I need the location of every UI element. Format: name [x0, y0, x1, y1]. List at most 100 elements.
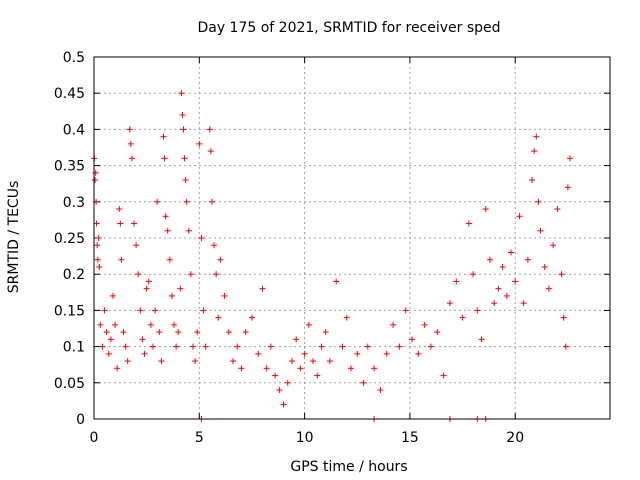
data-point [259, 285, 266, 292]
data-point [143, 285, 150, 292]
x-tick-label: 20 [506, 430, 524, 446]
data-point [152, 307, 159, 314]
data-point [178, 90, 185, 97]
plot-frame [93, 56, 611, 420]
data-point [288, 358, 295, 365]
data-point [128, 155, 135, 162]
data-point [187, 271, 194, 278]
axis-ticks: 0 0.05 0.1 0.15 0.2 0.25 0.3 0.35 0.4 0.45 0.5 0 5 10… [54, 50, 610, 446]
data-point [541, 263, 548, 270]
data-point [156, 329, 163, 336]
data-point [371, 365, 378, 372]
data-point [196, 140, 203, 147]
data-point [183, 198, 190, 205]
data-point [97, 321, 104, 328]
data-point [564, 184, 571, 191]
data-point [314, 372, 321, 379]
data-point [242, 329, 249, 336]
y-tick-label: 0.2 [63, 267, 85, 283]
data-point [225, 329, 232, 336]
data-point [276, 387, 283, 394]
y-tick-label: 0.1 [63, 340, 85, 356]
data-point [560, 314, 567, 321]
data-point [139, 336, 146, 343]
x-tick-label: 0 [90, 430, 99, 446]
data-point [158, 358, 165, 365]
data-point [322, 329, 329, 336]
data-point [109, 292, 116, 299]
data-point [326, 358, 333, 365]
data-point [427, 343, 434, 350]
data-point [347, 365, 354, 372]
data-point [434, 329, 441, 336]
y-tick-label: 0.25 [54, 231, 85, 247]
y-axis-label: SRMTID / TECUs [6, 181, 22, 294]
data-points [91, 90, 573, 422]
data-point [267, 343, 274, 350]
data-point [409, 336, 416, 343]
data-point [117, 220, 124, 227]
data-point [305, 321, 312, 328]
data-point [135, 271, 142, 278]
x-tick-label: 5 [195, 430, 204, 446]
data-point [524, 256, 531, 263]
y-tick-label: 0.45 [54, 86, 85, 102]
data-point [453, 278, 460, 285]
data-point [93, 220, 100, 227]
data-point [189, 343, 196, 350]
data-point [168, 292, 175, 299]
data-point [415, 350, 422, 357]
data-point [107, 336, 114, 343]
data-point [230, 358, 237, 365]
data-point [161, 155, 168, 162]
data-point [182, 177, 189, 184]
data-point [390, 321, 397, 328]
data-point [554, 206, 561, 213]
data-point [149, 343, 156, 350]
data-point [160, 133, 167, 140]
data-point [383, 350, 390, 357]
data-point [177, 285, 184, 292]
data-point [124, 358, 131, 365]
data-point [198, 235, 205, 241]
data-point [377, 387, 384, 394]
chart-title: Day 175 of 2021, SRMTID for receiver spe… [197, 20, 500, 36]
data-point [202, 343, 209, 350]
data-point [126, 126, 133, 133]
grid [94, 57, 610, 419]
data-point [221, 292, 228, 299]
data-point [122, 343, 129, 350]
data-point [103, 329, 110, 336]
data-point [486, 256, 493, 263]
data-point [133, 242, 140, 249]
data-point [440, 372, 447, 379]
y-tick-label: 0.4 [63, 122, 85, 138]
data-point [465, 220, 472, 227]
data-point [272, 372, 279, 379]
data-point [297, 365, 304, 372]
data-point [162, 213, 169, 220]
data-point [141, 350, 148, 357]
data-point [206, 126, 213, 133]
data-point [284, 379, 291, 386]
x-tick-label: 15 [401, 430, 419, 446]
data-point [101, 307, 108, 314]
data-point [105, 350, 112, 357]
data-point [503, 292, 510, 299]
data-point [293, 336, 300, 343]
data-point [208, 198, 215, 205]
data-point [495, 285, 502, 292]
data-point [137, 307, 144, 314]
data-point [474, 307, 481, 314]
data-point [120, 329, 127, 336]
data-point [470, 271, 477, 278]
data-point [92, 177, 99, 184]
y-tick-label: 0.35 [54, 159, 85, 175]
data-point [211, 242, 218, 249]
data-point [175, 329, 182, 336]
data-point [520, 300, 527, 307]
data-point [127, 140, 134, 147]
data-point [95, 235, 102, 241]
data-point [318, 343, 325, 350]
data-point [333, 278, 340, 285]
